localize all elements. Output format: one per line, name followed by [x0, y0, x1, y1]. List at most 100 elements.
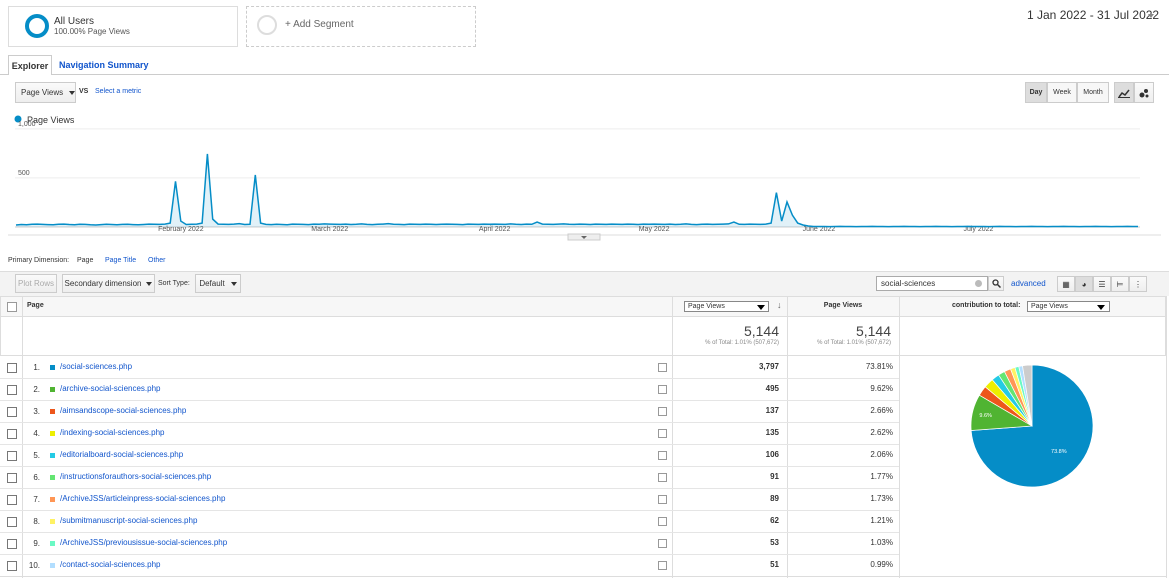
sort-text: Default — [199, 279, 225, 288]
row-percent: 73.81% — [865, 362, 893, 371]
column-rule — [1166, 296, 1167, 578]
row-value: 51 — [770, 560, 779, 569]
granularity-button[interactable]: Day — [1025, 82, 1047, 103]
row-rule — [0, 466, 899, 467]
select-arrow — [69, 90, 76, 95]
row-value: 3,797 — [758, 362, 779, 371]
performance-view[interactable]: ☰ — [1093, 276, 1111, 292]
row-checkbox[interactable] — [7, 429, 17, 439]
motion-chart-button[interactable] — [1134, 82, 1154, 103]
page-link[interactable]: /aimsandscope-social-sciences.php — [60, 406, 187, 415]
open-page-icon[interactable] — [658, 363, 667, 372]
search-button[interactable] — [988, 276, 1004, 291]
row-index: 7. — [33, 495, 40, 504]
x-tick-label: May 2022 — [639, 226, 670, 233]
page-link[interactable]: /submitmanuscript-social-sciences.php — [60, 516, 198, 525]
data-table: Page Page Views ↓ Page Views contribution to… — [0, 296, 1169, 580]
add-segment[interactable]: + Add Segment — [285, 19, 354, 30]
segment-card[interactable] — [8, 6, 238, 47]
line — [15, 153, 1138, 228]
row-checkbox[interactable] — [7, 539, 17, 549]
row-checkbox[interactable] — [7, 495, 17, 505]
row-checkbox[interactable] — [7, 473, 17, 483]
row-value: 62 — [770, 516, 779, 525]
contribution-dropdown[interactable]: Page Views — [1027, 301, 1110, 312]
open-page-icon[interactable] — [658, 495, 667, 504]
page-link[interactable]: /ArchiveJSS/articleinpress-social-scienc… — [60, 494, 226, 503]
column-header: Page Views — [823, 302, 863, 309]
dimension-option[interactable]: Page Title — [105, 257, 137, 264]
legend-label: Page Views — [27, 115, 75, 125]
totals-row — [0, 317, 1166, 356]
granularity-button[interactable]: Week — [1047, 82, 1077, 103]
row-percent: 1.73% — [870, 494, 893, 503]
tab-rule — [0, 74, 1169, 75]
row-checkbox[interactable] — [7, 407, 17, 417]
row-percent: 1.03% — [870, 538, 893, 547]
row-checkbox[interactable] — [7, 517, 17, 527]
row-index: 6. — [33, 473, 40, 482]
tab[interactable]: Explorer — [8, 55, 52, 75]
page-link[interactable]: /ArchiveJSS/previousissue-social-science… — [60, 538, 228, 547]
open-page-icon[interactable] — [658, 429, 667, 438]
date-range[interactable]: 1 Jan 2022 - 31 Jul 2022 — [1027, 8, 1160, 22]
clear-icon[interactable] — [975, 280, 982, 287]
dimension-option[interactable]: Other — [148, 257, 166, 264]
row-checkbox[interactable] — [7, 385, 17, 395]
dimension-option[interactable]: Page — [77, 257, 94, 264]
row-index: 3. — [33, 407, 40, 416]
row-rule — [0, 400, 899, 401]
open-page-icon[interactable] — [658, 451, 667, 460]
header-checkbox[interactable] — [7, 302, 17, 312]
row-swatch — [50, 563, 55, 568]
plot-rows-button[interactable]: Plot Rows — [15, 274, 57, 293]
page-link[interactable]: /contact-social-sciences.php — [60, 560, 161, 569]
open-page-icon[interactable] — [658, 561, 667, 570]
page-link[interactable]: /social-sciences.php — [60, 362, 133, 371]
open-page-icon[interactable] — [658, 539, 667, 548]
page-link[interactable]: /instructionsforauthors-social-sciences.… — [60, 472, 212, 481]
total-detail: % of Total: 1.01% (507,672) — [705, 340, 779, 346]
search-icon — [991, 279, 1001, 288]
granularity-button[interactable]: Month — [1077, 82, 1109, 103]
row-percent: 0.99% — [870, 560, 893, 569]
page-link[interactable]: /editorialboard-social-sciences.php — [60, 450, 184, 459]
row-value: 53 — [770, 538, 779, 547]
tab[interactable]: Navigation Summary — [59, 60, 149, 70]
page-link[interactable]: /archive-social-sciences.php — [60, 384, 161, 393]
total-detail: % of Total: 1.01% (507,672) — [817, 340, 891, 346]
select-arrow — [146, 281, 153, 286]
metric-select[interactable]: Page Views — [15, 82, 76, 103]
open-page-icon[interactable] — [658, 517, 667, 526]
secondary-dimension[interactable]: Secondary dimension — [62, 274, 155, 293]
line-chart-button[interactable] — [1114, 82, 1134, 103]
comparison-view[interactable]: ⊨ — [1111, 276, 1129, 292]
row-rule — [0, 510, 899, 511]
select-metric[interactable]: Select a metric — [95, 88, 142, 95]
area — [16, 153, 1138, 227]
row-swatch — [50, 409, 55, 414]
metric-dropdown[interactable]: Page Views — [684, 301, 769, 312]
sort-select[interactable]: Default — [195, 274, 241, 293]
row-value: 135 — [765, 428, 779, 437]
term-cloud-view[interactable]: ⋮ — [1129, 276, 1147, 292]
open-page-icon[interactable] — [658, 385, 667, 394]
row-percent: 9.62% — [870, 384, 893, 393]
view-buttons: ▦ ◕ ☰ ⊨ ⋮ — [1057, 276, 1147, 292]
page-link[interactable]: /indexing-social-sciences.php — [60, 428, 165, 437]
table-view[interactable]: ▦ — [1057, 276, 1075, 292]
row-swatch — [50, 365, 55, 370]
row-checkbox[interactable] — [7, 451, 17, 461]
column-rule — [787, 296, 788, 578]
pie-view[interactable]: ◕ — [1075, 276, 1093, 292]
row-checkbox[interactable] — [7, 561, 17, 571]
select-arrow — [230, 281, 237, 286]
row-checkbox[interactable] — [7, 363, 17, 373]
add-segment-card[interactable] — [246, 6, 476, 47]
open-page-icon[interactable] — [658, 407, 667, 416]
column-rule — [672, 296, 673, 578]
open-page-icon[interactable] — [658, 473, 667, 482]
advanced-link[interactable]: advanced — [1011, 279, 1046, 288]
search-box[interactable]: social-sciences — [876, 276, 988, 291]
bubble-icon — [1139, 88, 1149, 97]
